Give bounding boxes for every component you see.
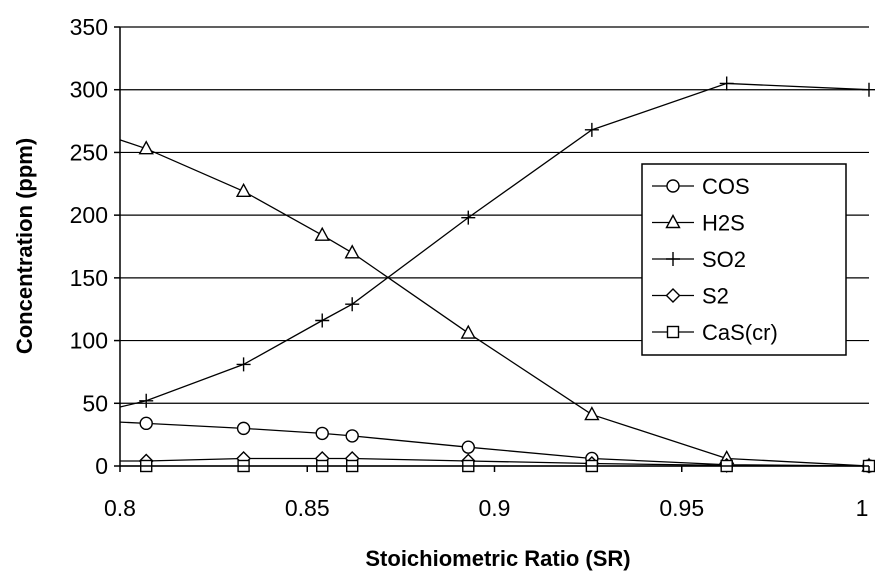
x-tick-label: 0.85 — [285, 495, 330, 521]
legend-item: COS — [652, 174, 750, 199]
data-point — [461, 440, 475, 454]
legend-marker — [666, 325, 680, 339]
data-point — [314, 226, 330, 241]
series-s2 — [120, 450, 875, 474]
y-tick-label: 100 — [70, 328, 108, 354]
data-point — [344, 244, 360, 259]
y-tick-label: 300 — [70, 77, 108, 103]
legend-label: SO2 — [702, 247, 746, 272]
y-tick-label: 250 — [70, 139, 108, 165]
series-cos — [119, 416, 875, 473]
legend-marker — [665, 288, 681, 303]
legend-marker — [666, 179, 680, 193]
legend-item: S2 — [652, 284, 729, 309]
data-point — [345, 429, 359, 443]
y-tick-label: 150 — [70, 265, 108, 291]
data-point — [315, 426, 329, 441]
y-tick-label: 0 — [95, 453, 108, 479]
tick-labels: 0 50 100 150 200 250 300 350 0.8 0.85 0.9 0.95 1 — [70, 14, 869, 521]
legend-label: S2 — [702, 284, 729, 309]
x-tick-label: 0.9 — [479, 495, 511, 521]
legend-marker — [665, 214, 681, 229]
data-point — [138, 140, 154, 155]
y-tick-label: 350 — [70, 14, 108, 40]
legend-item: SO2 — [652, 247, 746, 272]
data-point — [236, 357, 251, 372]
y-tick-label: 200 — [70, 202, 108, 228]
x-tick-label: 0.95 — [659, 495, 704, 521]
data-point — [719, 76, 734, 91]
legend-marker — [666, 252, 680, 266]
x-tick-label: 1 — [856, 495, 869, 521]
data-point — [315, 313, 330, 328]
data-point — [584, 406, 600, 421]
legend-item: H2S — [652, 211, 745, 236]
data-point — [345, 297, 360, 312]
axes — [114, 26, 870, 472]
data-point — [461, 210, 476, 225]
data-point — [139, 393, 154, 408]
legend-item: CaS(cr) — [652, 320, 778, 345]
data-point — [862, 82, 875, 97]
gridlines — [120, 26, 869, 404]
legend-label: CaS(cr) — [702, 320, 778, 345]
data-point — [139, 416, 153, 431]
data-point — [236, 421, 251, 436]
legend: COS H2S SO2 S2 CaS(cr) — [641, 163, 847, 356]
x-tick-label: 0.8 — [104, 495, 136, 521]
data-point — [460, 324, 476, 339]
legend-label: COS — [702, 174, 750, 199]
y-tick-label: 50 — [82, 390, 108, 416]
legend-label: H2S — [702, 211, 745, 236]
data-point — [584, 122, 599, 137]
series-so2 — [119, 76, 875, 408]
data-point — [235, 182, 252, 198]
y-axis-title: Concentration (ppm) — [12, 138, 37, 354]
x-axis-title: Stoichiometric Ratio (SR) — [365, 546, 630, 571]
